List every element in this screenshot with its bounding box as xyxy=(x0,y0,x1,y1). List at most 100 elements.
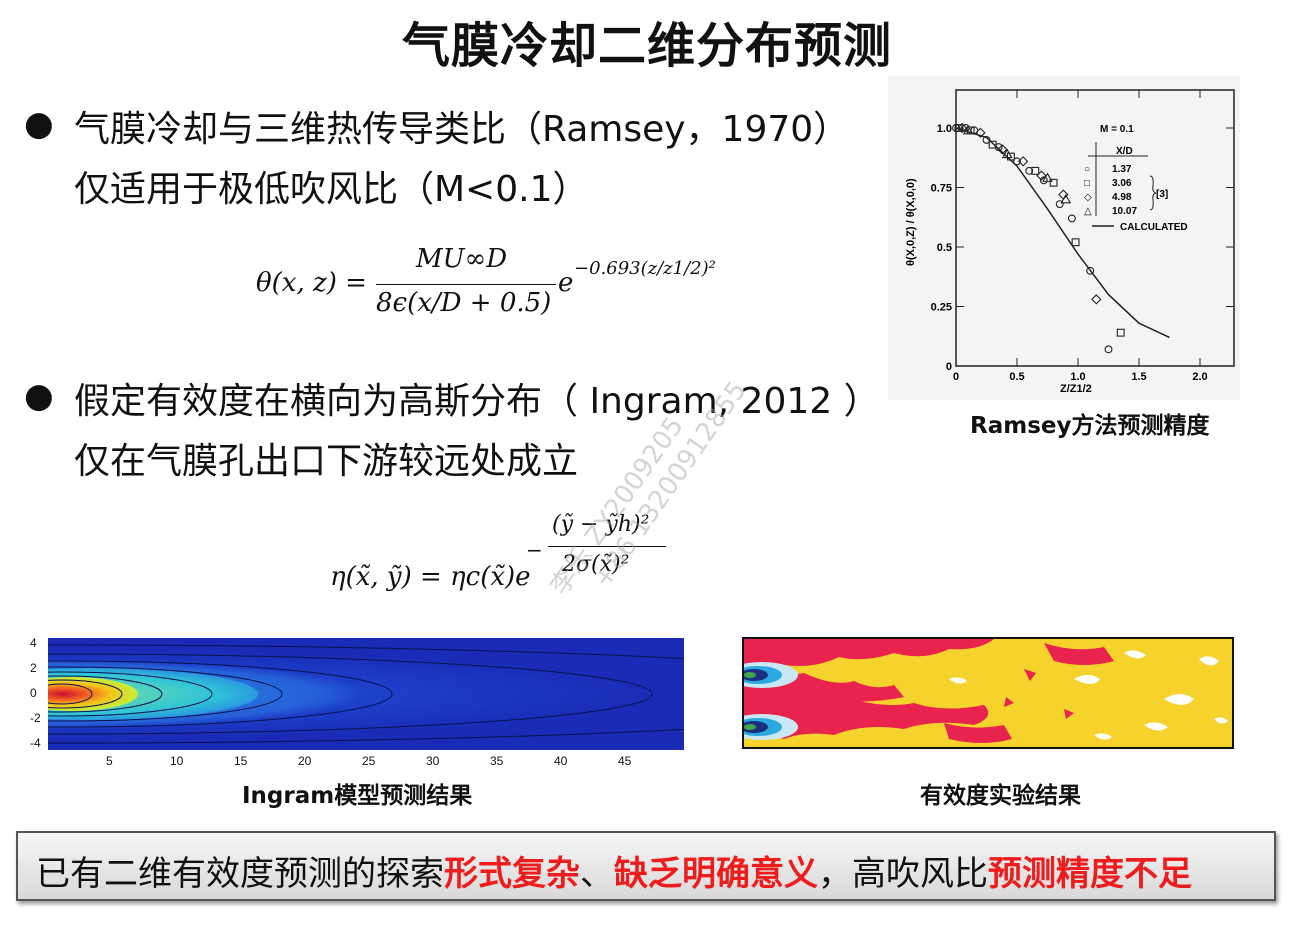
data-point-diamond xyxy=(956,122,968,134)
ramsey-ytick-label: 0.75 xyxy=(931,183,952,195)
data-point-square xyxy=(1116,328,1125,337)
ingram-ytick-label: 2 xyxy=(30,661,37,675)
formula2-exp-sign: − xyxy=(526,538,543,562)
formula1-fraction-bar xyxy=(376,284,556,285)
ingram-ytick-label: 0 xyxy=(30,686,37,700)
ramsey-axes xyxy=(955,89,1235,367)
ramsey-chart: 1.0 0.75 0.5 0.25 00 0.5 1.0 1.5 2.0 θ(X,0,Z) / … xyxy=(905,89,1235,395)
ramsey-ytick-label: 0 xyxy=(946,361,952,373)
ramsey-xtick-label: 1.5 xyxy=(1131,371,1146,383)
legend-label: 3.06 xyxy=(1112,178,1132,189)
data-point-diamond xyxy=(1091,294,1102,305)
formula2-exp-denominator: 2σ(x̃)² xyxy=(562,552,630,577)
formula2-exp-bar xyxy=(548,546,666,547)
ramsey-xtick-label: 1.0 xyxy=(1070,371,1085,383)
ramsey-ticks: 1.0 0.75 0.5 0.25 00 0.5 1.0 1.5 2.0 xyxy=(931,90,1234,383)
data-point-circle xyxy=(1067,214,1076,223)
ingram-ytick-label: 4 xyxy=(30,636,37,650)
data-point-square xyxy=(954,124,963,132)
ingram-xtick-label: 35 xyxy=(490,754,504,768)
legend-brace xyxy=(1149,175,1157,211)
summary-text: 已有二维有效度预测的探索形式复杂、缺乏明确意义，高吹风比预测精度不足 xyxy=(36,846,1192,895)
formula1-numerator: MU∞D xyxy=(416,244,508,274)
ramsey-ytick-label: 0.5 xyxy=(937,242,952,254)
summary-part1: 已有二维有效度预测的探索 xyxy=(36,854,444,894)
ingram-xtick-label: 45 xyxy=(618,754,632,768)
summary-highlight-1: 形式复杂 xyxy=(444,854,580,894)
summary-highlight-3: 预测精度不足 xyxy=(988,854,1192,894)
data-point-circle xyxy=(1086,266,1095,275)
ramsey-ytick-label: 1.0 xyxy=(937,123,952,135)
bullet-dot: ● xyxy=(24,104,54,144)
data-point-circle xyxy=(1013,157,1021,166)
legend-label: 1.37 xyxy=(1112,164,1132,175)
data-point-triangle xyxy=(1042,172,1053,182)
ingram-xtick-label: 5 xyxy=(106,754,113,768)
formula1-exponent: −0.693(z/z1/2)² xyxy=(574,258,716,279)
ramsey-xtick-label: 0.5 xyxy=(1009,371,1024,383)
legend-title: M = 0.1 xyxy=(1100,124,1134,135)
data-point-circle xyxy=(1025,166,1034,175)
summary-box xyxy=(16,831,1276,901)
bullet2-line2: 仅在气膜孔出口下游较远处成立 xyxy=(74,441,579,482)
data-point-square xyxy=(1071,238,1080,247)
legend-symbol: □ xyxy=(1084,178,1090,189)
ramsey-xtick-label: 2.0 xyxy=(1192,371,1207,383)
summary-highlight-2: 缺乏明确意义 xyxy=(614,854,818,894)
ingram-xtick-label: 25 xyxy=(362,754,376,768)
formula1-denominator: 8ϵ(x/D + 0.5) xyxy=(376,288,552,318)
data-point-diamond xyxy=(975,127,986,138)
data-point-circle xyxy=(1104,345,1113,354)
ingram-xtick-label: 10 xyxy=(170,754,184,768)
ramsey-plot-frame xyxy=(955,89,1235,367)
data-point-square xyxy=(1049,178,1058,187)
data-point-circle xyxy=(1055,200,1064,209)
data-point-square xyxy=(1031,166,1040,175)
ramsey-marks xyxy=(952,122,1170,354)
ingram-xtick-label: 40 xyxy=(554,754,568,768)
data-point-triangle xyxy=(1060,193,1072,204)
ingram-contour xyxy=(48,638,684,750)
legend-label: 10.07 xyxy=(1112,206,1137,217)
ingram-xtick-label: 15 xyxy=(234,754,248,768)
bullet1-line2: 仅适用于极低吹风比（M<0.1） xyxy=(74,169,589,210)
ingram-ytick-label: -2 xyxy=(30,711,41,725)
ramsey-figure: 1.0 0.75 0.5 0.25 0 0 0.5 1.0 1.5 2.0 θ(X,0,Z) / … xyxy=(888,76,1240,400)
bullet2-line1: 假定有效度在横向为高斯分布（ Ingram, 2012 ） xyxy=(74,381,880,422)
ramsey-ylabel: θ(X,0,Z) / θ(X,0,0) xyxy=(905,178,917,266)
ramsey-caption: Ramsey方法预测精度 xyxy=(970,413,1210,439)
data-point-triangle xyxy=(962,124,974,135)
legend-symbol: ◇ xyxy=(1084,192,1092,203)
ramsey-xtick-label: 0 xyxy=(953,371,959,383)
data-point-diamond xyxy=(1058,189,1069,200)
experiment-caption: 有效度实验结果 xyxy=(920,783,1081,809)
legend-calculated: CALCULATED xyxy=(1120,222,1188,233)
ingram-xtick-label: 30 xyxy=(426,754,440,768)
formula2-exp-numerator: (ỹ − ỹh)² xyxy=(552,512,650,537)
formula1-base: e xyxy=(558,268,574,298)
bullet1-line1: 气膜冷却与三维热传导类比（Ramsey，1970） xyxy=(74,109,850,150)
legend-ref: [3] xyxy=(1156,189,1168,200)
data-point-square xyxy=(988,140,997,149)
ingram-caption: Ingram模型预测结果 xyxy=(242,783,473,809)
data-point-diamond xyxy=(1017,156,1029,167)
legend-header: X/D xyxy=(1116,146,1133,157)
legend-entries: ○ 1.37 □ 3.06 ◇ 4.98 △ 10.07 xyxy=(1084,164,1137,217)
data-point-diamond xyxy=(1036,170,1047,181)
legend-label: 4.98 xyxy=(1112,192,1132,203)
formula1-lhs: θ(x, z) = xyxy=(256,268,367,298)
ingram-figure: 4 2 0 -2 -4 5 10 15 20 25 30 35 40 45 xyxy=(30,634,690,774)
legend-symbol: ○ xyxy=(1084,164,1090,175)
ingram-xtick-label: 20 xyxy=(298,754,312,768)
ramsey-xlabel: Z/Z1/2 xyxy=(1060,383,1092,395)
series-line-calculated xyxy=(955,127,1170,339)
ramsey-ytick-label: 0.25 xyxy=(931,302,952,314)
experiment-figure xyxy=(742,637,1234,749)
summary-sep: 、 xyxy=(580,854,614,894)
data-point-diamond xyxy=(997,144,1008,155)
bullet-dot: ● xyxy=(24,376,54,416)
page-title: 气膜冷却二维分布预测 xyxy=(401,18,892,74)
legend-symbol: △ xyxy=(1084,206,1092,217)
summary-part2: ，高吹风比 xyxy=(818,854,988,894)
ingram-ytick-label: -4 xyxy=(30,736,41,750)
